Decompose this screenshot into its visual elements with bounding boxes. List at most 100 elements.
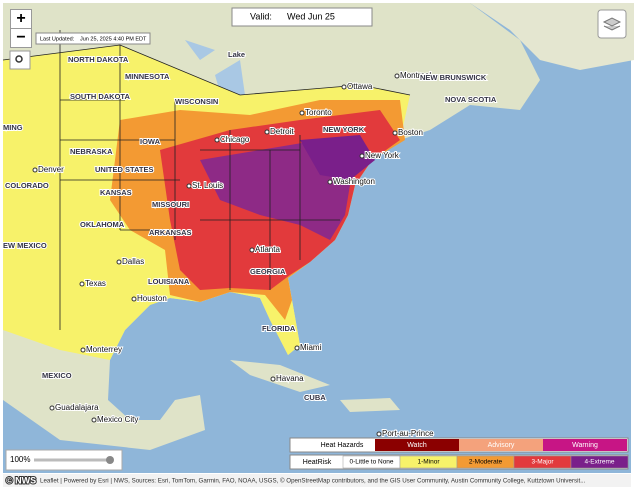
city-dot <box>359 153 365 159</box>
region-label: Lake <box>228 50 245 59</box>
city-dot <box>376 431 382 437</box>
city-dot <box>249 247 255 253</box>
last-updated-time: Jun 25, 2025 4:40 PM EDT <box>80 36 147 42</box>
watermark: © NWS <box>6 475 36 485</box>
city-dot <box>299 110 305 116</box>
region-label: MINNESOTA <box>125 72 170 81</box>
city-dot <box>80 347 86 353</box>
city-dot <box>341 84 347 90</box>
city-dot <box>49 405 55 411</box>
city-dot <box>32 167 38 173</box>
city-label: Chicago <box>220 135 250 144</box>
heatrisk-extreme <box>300 135 375 180</box>
region-label: SOUTH DAKOTA <box>70 92 130 101</box>
legend-item: 2-Moderate <box>469 459 503 466</box>
city-label: Mexico City <box>97 415 138 424</box>
city-dot <box>392 130 398 136</box>
city-dot <box>214 137 220 143</box>
region-label: IOWA <box>140 137 161 146</box>
city-label: Boston <box>398 128 423 137</box>
slider-handle[interactable] <box>106 456 114 464</box>
city-label: Havana <box>276 374 304 383</box>
city-dot <box>131 296 137 302</box>
land-north <box>470 3 634 70</box>
city-label: Dallas <box>122 257 144 266</box>
region-label: OKLAHOMA <box>80 220 125 229</box>
legend-swatch <box>570 455 629 469</box>
legend-item: 4-Extreme <box>585 459 615 466</box>
city-label: Port-au-Prince <box>382 429 434 438</box>
city-label: New York <box>365 151 400 160</box>
region-label: CUBA <box>304 393 326 402</box>
region-label: FLORIDA <box>262 324 296 333</box>
city-label: Detroit <box>270 127 294 136</box>
city-label: Guadalajara <box>55 403 99 412</box>
legend-item: 3-Major <box>531 459 554 466</box>
city-label: Houston <box>137 294 167 303</box>
region-label: ARKANSAS <box>149 228 192 237</box>
attribution-bar <box>3 474 631 487</box>
city-label: Monterrey <box>86 345 122 354</box>
city-label: Miami <box>300 343 322 352</box>
city-label: Denver <box>38 165 64 174</box>
region-label: KANSAS <box>100 188 132 197</box>
zoom-out[interactable]: − <box>10 28 32 48</box>
city-dot <box>116 259 122 265</box>
valid-date: Wed Jun 25 <box>287 11 335 21</box>
legend-title: Heat Hazards <box>321 442 364 449</box>
legend-item: 1-Minor <box>417 459 440 466</box>
valid-label: Valid: <box>250 11 272 21</box>
region-label: WISCONSIN <box>175 97 218 106</box>
legend-swatch <box>459 439 543 451</box>
city-label: Montreal <box>400 71 431 80</box>
region-label: NORTH DAKOTA <box>68 55 129 64</box>
city-dot <box>186 183 192 189</box>
city-dot <box>264 129 270 135</box>
legend-item: Watch <box>407 442 427 449</box>
borders <box>2 30 411 330</box>
region-label: UNITED STATES <box>95 165 153 174</box>
city-dot <box>394 73 400 79</box>
border <box>59 30 340 330</box>
layers-icon <box>602 17 622 31</box>
opacity-value: 100% <box>10 455 30 464</box>
legend-item: 0-Little to None <box>349 459 393 466</box>
city-dot <box>294 345 300 351</box>
attribution: Leaflet | Powered by Esri | NWS, Sources… <box>40 478 586 485</box>
last-updated-box <box>35 32 151 45</box>
city-label: Washington <box>333 177 375 186</box>
legend-item: Warning <box>572 442 598 449</box>
region-label: NOVA SCOTIA <box>445 95 497 104</box>
city-label: Texas <box>85 279 106 288</box>
valid-box <box>231 7 373 27</box>
city-label: Toronto <box>305 108 332 117</box>
region-label: COLORADO <box>5 181 49 190</box>
region-label: MISSOURI <box>152 200 189 209</box>
region-label: EW MEXICO <box>3 241 47 250</box>
city-label: Atlanta <box>255 245 280 254</box>
city-dot <box>91 417 97 423</box>
legend-swatch <box>375 439 459 451</box>
search-button[interactable] <box>9 50 31 70</box>
legend-item: Advisory <box>488 442 515 449</box>
region-label: MEXICO <box>42 371 72 380</box>
city-dot <box>327 179 333 185</box>
caribbean-land <box>230 360 400 412</box>
last-updated-label: Last Updated: <box>40 36 75 42</box>
region-label: MING <box>3 123 23 132</box>
region-label: LOUISIANA <box>148 277 190 286</box>
city-label: Ottawa <box>347 82 373 91</box>
region-label: GEORGIA <box>250 267 286 276</box>
city-dot <box>79 281 85 287</box>
city-label: St. Louis <box>192 181 223 190</box>
region-label: NEW BRUNSWICK <box>420 73 487 82</box>
legend-swatch <box>543 439 627 451</box>
region-label: NEW YORK <box>323 125 365 134</box>
legend-title: HeatRisk <box>303 459 332 466</box>
zoom-in[interactable]: + <box>10 9 32 29</box>
city-dot <box>270 376 276 382</box>
search-icon <box>15 55 23 63</box>
region-label: NEBRASKA <box>70 147 113 156</box>
